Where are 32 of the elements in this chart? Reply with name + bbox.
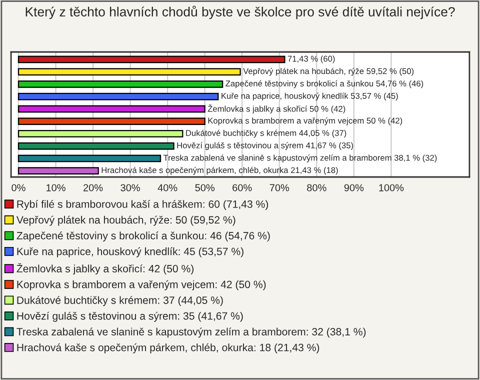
x-tick-label: 40% — [158, 184, 178, 192]
legend-label: Hrachová kaše s opečeným párkem, chléb, okurka: 18 (21,43 %) — [17, 343, 320, 354]
x-tick-label: 20% — [84, 184, 103, 192]
data-label: 71,43 % (60) — [288, 56, 335, 64]
legend-label: Treska zabalená ve slanině s kapustovým zelím a bramborem: 32 (38,1 %) — [16, 328, 366, 338]
data-label: Vepřový plátek na houbách, rýže 59,52 % (50) — [243, 68, 414, 76]
data-label: Hovězí guláš s těstovinou a sýrem 41,67 % (35) — [177, 142, 353, 150]
legend-label: Žemlovka s jablky a skořicí: 42 (50 %) — [16, 263, 194, 274]
legend-label: Zapečené těstoviny s brokolicí a šunkou: 46 (54,76 %) — [16, 232, 270, 242]
x-tick-label: 50% — [195, 184, 214, 192]
legend-label: Dukátové buchtičky s krémem: 37 (44,05 %) — [17, 296, 223, 306]
data-label: Koprovka s bramborem a vařeným vejcem 50 % (42) — [208, 117, 402, 126]
legend-label: Vepřový plátek na houbách, rýže: 50 (59,52 %) — [16, 216, 236, 226]
x-tick-label: 90% — [344, 184, 364, 192]
data-label: Zapečené těstoviny s brokolicí a šunkou 54,76 % (46) — [226, 80, 424, 88]
x-tick-label: 30% — [120, 184, 140, 192]
x-tick-label: 10% — [46, 184, 66, 192]
data-label: Kuře na paprice, houskový knedlík 53,57 % (45) — [222, 92, 398, 100]
x-tick-label: 60% — [232, 184, 252, 192]
chart-title: Který z těchto hlavních chodů byste ve školce pro své dítě uvítali nejvíce? — [26, 6, 455, 20]
legend-label: Rybí filé s bramborovou kaší a hráškem: 60 (71,43 %) — [17, 200, 268, 210]
legend-label: Koprovka s bramborem a vařeným vejcem: 42 (50 %) — [17, 280, 266, 290]
x-tick-label: 0% — [12, 184, 26, 192]
data-label: Žemlovka s jablky a skořicí 50 % (42) — [208, 104, 346, 114]
legend-label: Kuře na paprice, houskový knedlík: 45 (53,57 %) — [17, 247, 244, 258]
legend-label: Hovězí guláš s těstovinou a sýrem: 35 (41,67 %) — [17, 312, 243, 322]
x-tick-label: 80% — [307, 184, 326, 192]
x-tick-label: 70% — [270, 184, 290, 192]
x-tick-label: 100% — [379, 184, 404, 192]
data-label: Dukátové buchtičky s krémem 44,05 % (37) — [186, 130, 346, 138]
data-label: Hrachová kaše s opečeným párkem, chléb, okurka 21,43 % (18) — [102, 166, 338, 175]
data-label: Treska zabalená ve slanině s kapustovým zelím a bramborem 38,1 % (32) — [163, 154, 437, 162]
